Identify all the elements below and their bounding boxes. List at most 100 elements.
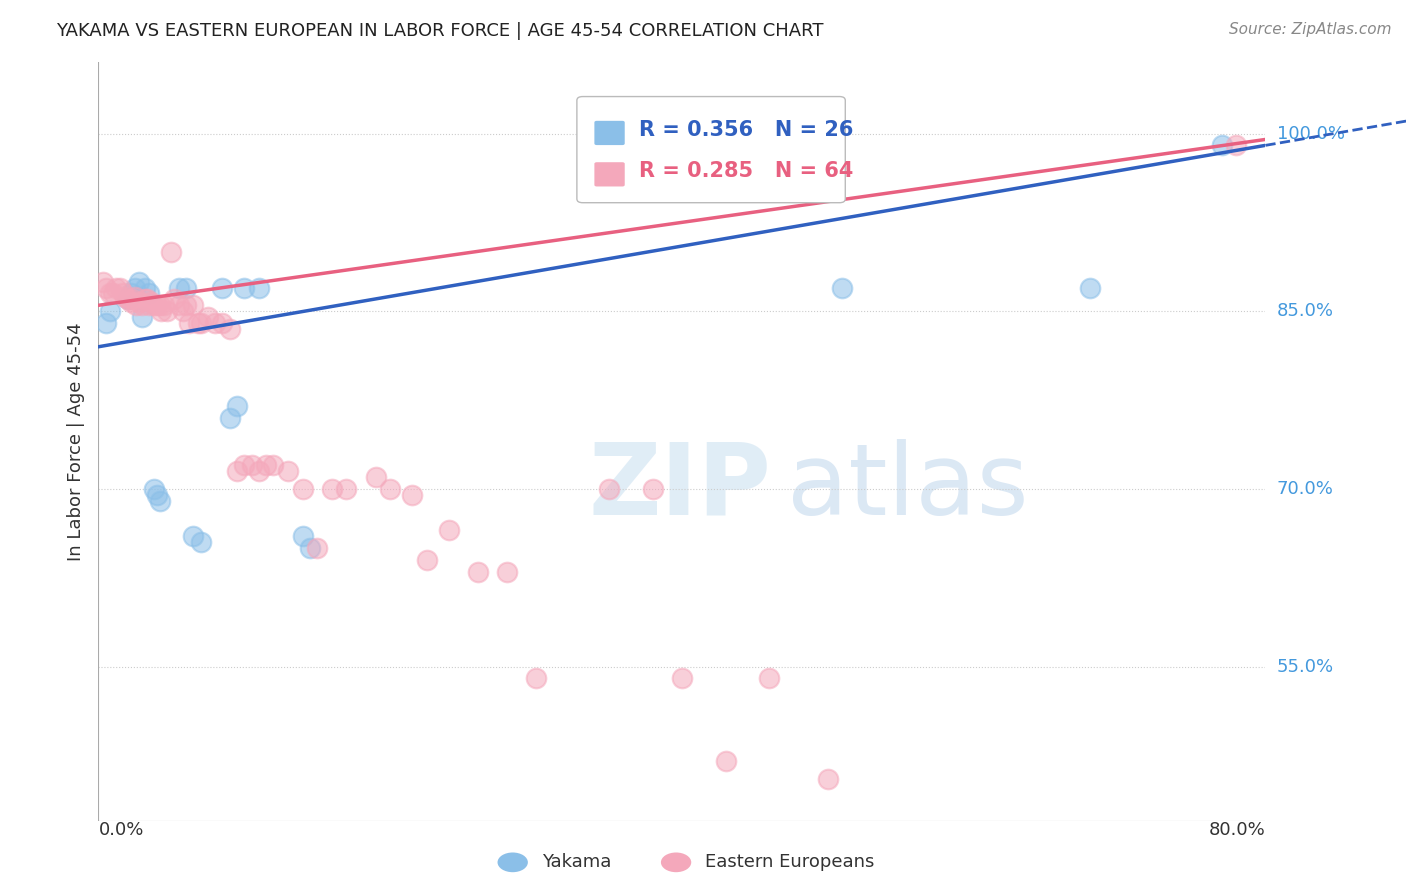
Point (496, 565, 519, 579)
Point (187, 316, 209, 330)
Circle shape (661, 853, 692, 872)
Point (150, 304, 173, 318)
Point (233, 458, 256, 473)
Point (817, 772, 839, 787)
Point (121, 293, 143, 307)
Point (98, 304, 121, 318)
Point (218, 410, 240, 425)
Text: R = 0.356   N = 26: R = 0.356 N = 26 (638, 120, 853, 140)
FancyBboxPatch shape (595, 120, 624, 145)
FancyBboxPatch shape (576, 96, 845, 202)
Point (197, 310, 219, 325)
Point (204, 316, 226, 330)
Text: YAKAMA VS EASTERN EUROPEAN IN LABOR FORCE | AGE 45-54 CORRELATION CHART: YAKAMA VS EASTERN EUROPEAN IN LABOR FORC… (56, 22, 824, 40)
Point (139, 294, 162, 309)
Point (135, 293, 157, 307)
Text: 0.0%: 0.0% (98, 821, 143, 838)
Point (1225, 138, 1247, 153)
Point (335, 482, 357, 496)
Circle shape (498, 853, 527, 872)
Point (524, 672, 547, 686)
Text: 55.0%: 55.0% (1277, 657, 1334, 675)
Point (401, 488, 423, 502)
Point (138, 286, 160, 301)
Text: atlas: atlas (787, 439, 1029, 535)
Point (94, 316, 117, 330)
Point (291, 529, 314, 543)
Point (128, 275, 150, 289)
Point (120, 286, 142, 301)
Point (714, 755, 737, 769)
Point (218, 322, 240, 336)
Text: R = 0.285   N = 64: R = 0.285 N = 64 (638, 161, 853, 181)
Point (277, 464, 299, 478)
Point (1080, 280, 1102, 294)
Point (291, 482, 314, 496)
Point (146, 488, 169, 502)
Y-axis label: In Labor Force | Age 45-54: In Labor Force | Age 45-54 (66, 322, 84, 561)
Text: Eastern Europeans: Eastern Europeans (706, 854, 875, 871)
Point (153, 298, 176, 312)
Point (167, 298, 190, 312)
Point (671, 672, 693, 686)
Point (211, 280, 233, 294)
Point (156, 304, 179, 318)
Point (758, 672, 780, 686)
Point (321, 482, 343, 496)
Point (134, 293, 156, 307)
Point (149, 298, 172, 312)
Point (226, 399, 249, 413)
Point (104, 280, 127, 294)
Point (142, 298, 165, 312)
Point (190, 316, 212, 330)
Point (437, 524, 460, 538)
Point (160, 244, 183, 259)
Point (262, 458, 284, 473)
Point (415, 553, 437, 567)
Text: ZIP: ZIP (589, 439, 772, 535)
Point (380, 482, 402, 496)
Point (247, 464, 270, 478)
Point (124, 290, 146, 304)
Point (128, 294, 150, 309)
Point (112, 286, 135, 301)
FancyBboxPatch shape (595, 162, 624, 186)
Point (190, 535, 212, 549)
Point (467, 565, 489, 579)
Point (226, 464, 249, 478)
Point (247, 280, 270, 294)
Point (240, 458, 263, 473)
Point (831, 280, 853, 294)
Point (94, 280, 117, 294)
Point (181, 529, 204, 543)
Point (131, 298, 153, 312)
Point (598, 482, 620, 496)
Text: Source: ZipAtlas.com: Source: ZipAtlas.com (1229, 22, 1392, 37)
Point (146, 298, 169, 312)
Point (101, 286, 124, 301)
Text: Yakama: Yakama (541, 854, 612, 871)
Text: 100.0%: 100.0% (1277, 125, 1344, 143)
Point (641, 482, 664, 496)
Point (177, 316, 200, 330)
Point (149, 493, 172, 508)
Point (254, 458, 277, 473)
Point (142, 482, 165, 496)
Point (307, 541, 329, 556)
Point (233, 280, 256, 294)
Point (117, 293, 139, 307)
Point (138, 298, 160, 312)
Point (91, 275, 114, 289)
Point (120, 294, 142, 309)
Point (131, 310, 153, 325)
Point (181, 298, 204, 312)
Text: 70.0%: 70.0% (1277, 480, 1333, 498)
Point (117, 293, 139, 307)
Point (163, 293, 186, 307)
Point (98, 286, 121, 301)
Point (167, 280, 190, 294)
Point (211, 316, 233, 330)
Point (134, 280, 156, 294)
Text: 80.0%: 80.0% (1209, 821, 1265, 838)
Point (298, 541, 321, 556)
